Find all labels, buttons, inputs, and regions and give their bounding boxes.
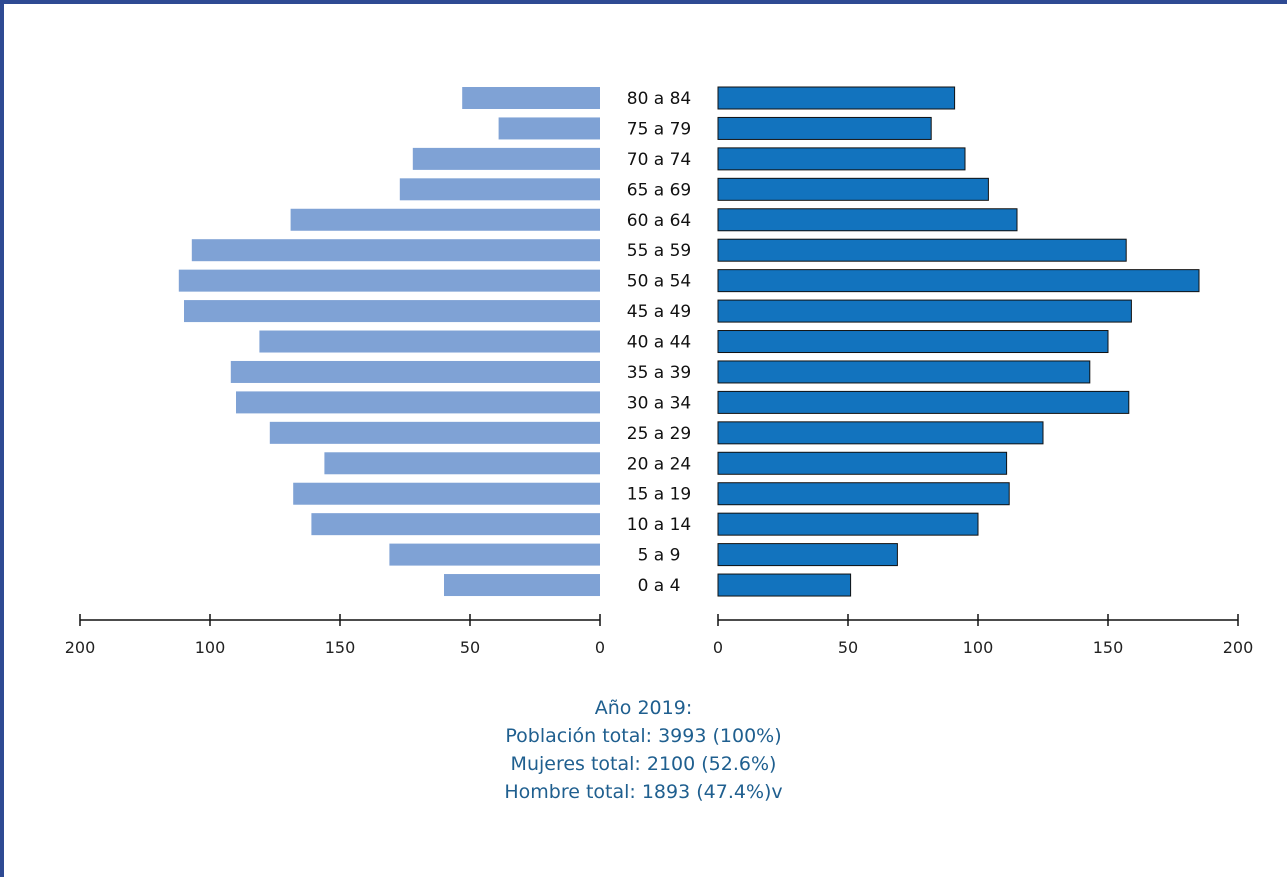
left-x-axis: 0 50 150 100 200 <box>65 614 605 657</box>
age-group-label: 5 a 9 <box>638 546 681 566</box>
right-bar-70-a-74 <box>717 147 966 171</box>
right-bar-35-a-39 <box>717 360 1091 384</box>
right-x-axis: 0 50 100 150 200 <box>713 614 1253 657</box>
tick-label: 100 <box>195 638 226 657</box>
left-bar-40-a-44 <box>259 330 600 353</box>
age-group-label: 50 a 54 <box>627 272 692 292</box>
age-group-label: 65 a 69 <box>627 180 692 200</box>
age-group-label: 30 a 34 <box>627 393 692 413</box>
right-bar-15-a-19 <box>717 482 1010 506</box>
left-bar-15-a-19 <box>293 482 600 505</box>
tick-label: 100 <box>963 638 994 657</box>
left-bar-70-a-74 <box>412 147 600 170</box>
left-bar-0-a-4 <box>444 574 600 597</box>
age-group-label: 15 a 19 <box>627 485 692 505</box>
left-bar-80-a-84 <box>462 87 600 109</box>
right-bars <box>717 86 1200 597</box>
tick-label: 200 <box>65 638 96 657</box>
age-group-label: 70 a 74 <box>627 150 692 170</box>
right-bar-65-a-69 <box>717 177 989 201</box>
left-bar-5-a-9 <box>389 543 600 566</box>
right-bar-75-a-79 <box>717 116 932 140</box>
age-group-label: 60 a 64 <box>627 211 692 231</box>
tick-label: 200 <box>1223 638 1254 657</box>
left-bar-65-a-69 <box>399 178 600 201</box>
summary-women-total: Mujeres total: 2100 (52.6%) <box>510 753 777 775</box>
right-bar-55-a-59 <box>717 238 1127 262</box>
right-bar-25-a-29 <box>717 421 1044 445</box>
age-group-label: 25 a 29 <box>627 424 692 444</box>
age-group-label: 0 a 4 <box>638 576 681 596</box>
left-bar-20-a-24 <box>324 452 600 475</box>
tick-label: 50 <box>838 638 858 657</box>
right-bar-30-a-34 <box>717 390 1130 414</box>
summary-year: Año 2019: <box>594 697 693 719</box>
left-bar-55-a-59 <box>191 239 601 262</box>
left-bar-35-a-39 <box>230 360 601 383</box>
tick-label: 0 <box>595 638 605 657</box>
right-bar-20-a-24 <box>717 451 1008 475</box>
age-group-label: 20 a 24 <box>627 454 692 474</box>
age-group-label: 40 a 44 <box>627 333 692 353</box>
summary-men-total: Hombre total: 1893 (47.4%)v <box>504 781 783 803</box>
tick-label: 150 <box>325 638 356 657</box>
right-bar-0-a-4 <box>717 573 852 597</box>
right-bar-60-a-64 <box>717 208 1018 232</box>
left-bar-30-a-34 <box>236 391 600 414</box>
age-group-label: 75 a 79 <box>627 119 692 139</box>
right-bar-80-a-84 <box>717 86 956 110</box>
age-group-label: 35 a 39 <box>627 363 692 383</box>
left-bar-60-a-64 <box>290 208 600 231</box>
right-bar-10-a-14 <box>717 512 979 536</box>
right-bar-40-a-44 <box>717 330 1109 354</box>
age-group-label: 80 a 84 <box>627 89 692 109</box>
tick-label: 0 <box>713 638 723 657</box>
left-bar-45-a-49 <box>184 300 600 323</box>
right-bar-45-a-49 <box>717 299 1132 323</box>
left-bar-50-a-54 <box>178 269 601 292</box>
left-bar-25-a-29 <box>269 421 600 444</box>
tick-label: 150 <box>1093 638 1124 657</box>
left-bar-75-a-79 <box>498 117 600 140</box>
age-group-label: 45 a 49 <box>627 302 692 322</box>
summary-total-population: Población total: 3993 (100%) <box>505 725 782 747</box>
population-summary: Año 2019: Población total: 3993 (100%) M… <box>0 694 1287 806</box>
right-bar-50-a-54 <box>717 269 1200 293</box>
left-bar-10-a-14 <box>311 513 600 536</box>
age-group-label: 10 a 14 <box>627 515 692 535</box>
age-group-label: 55 a 59 <box>627 241 692 261</box>
right-bar-5-a-9 <box>717 543 898 567</box>
tick-label: 50 <box>460 638 480 657</box>
left-bars <box>178 87 601 597</box>
age-group-labels: 0 a 4 5 a 9 10 a 14 15 a 19 20 a 24 25 a 29 30… <box>627 89 692 596</box>
